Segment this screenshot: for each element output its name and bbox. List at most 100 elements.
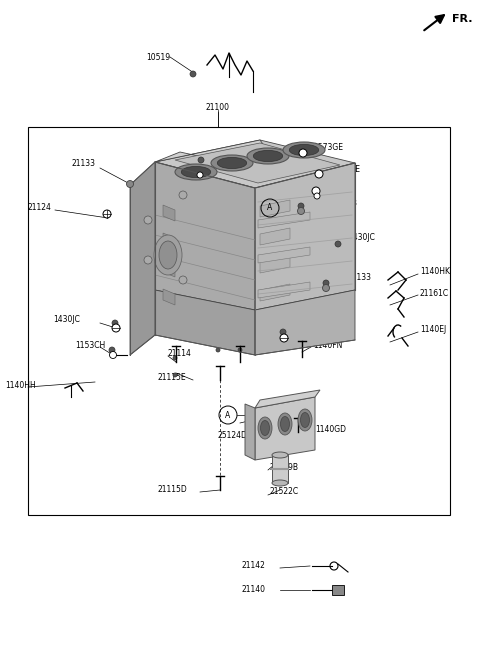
Ellipse shape — [175, 164, 217, 180]
Ellipse shape — [283, 142, 325, 158]
Circle shape — [179, 191, 187, 199]
Circle shape — [216, 348, 220, 352]
Polygon shape — [175, 143, 340, 183]
Polygon shape — [163, 261, 175, 277]
Circle shape — [109, 352, 117, 358]
Text: 21522C: 21522C — [270, 487, 299, 497]
Text: 1140GD: 1140GD — [315, 426, 346, 434]
Text: 1140EJ: 1140EJ — [420, 325, 446, 335]
Text: 25124D: 25124D — [218, 430, 248, 440]
Text: 1573GE: 1573GE — [330, 165, 360, 173]
Ellipse shape — [272, 480, 288, 486]
Circle shape — [335, 241, 341, 247]
Polygon shape — [163, 289, 175, 305]
Circle shape — [173, 356, 177, 360]
Text: 21115D: 21115D — [157, 485, 187, 495]
Polygon shape — [155, 162, 255, 310]
Polygon shape — [260, 228, 290, 245]
Text: 21133: 21133 — [348, 274, 372, 283]
Circle shape — [173, 373, 177, 377]
Circle shape — [298, 203, 304, 209]
Text: 21133: 21133 — [71, 159, 95, 169]
Circle shape — [190, 71, 196, 77]
Circle shape — [198, 157, 204, 163]
Bar — [272, 455, 288, 483]
Polygon shape — [255, 163, 355, 310]
Circle shape — [314, 193, 320, 199]
Polygon shape — [155, 290, 255, 355]
Ellipse shape — [258, 417, 272, 439]
Text: 1430JC: 1430JC — [53, 316, 80, 325]
Circle shape — [238, 348, 242, 352]
Circle shape — [299, 149, 307, 157]
Text: 1573GE: 1573GE — [313, 144, 343, 152]
Circle shape — [323, 285, 329, 291]
Text: 21115E: 21115E — [157, 373, 186, 382]
Circle shape — [112, 324, 120, 332]
Circle shape — [313, 188, 319, 194]
Text: A: A — [226, 411, 230, 419]
Text: 21114: 21114 — [168, 348, 192, 358]
Circle shape — [298, 207, 304, 215]
Circle shape — [315, 170, 323, 178]
Text: 1140HK: 1140HK — [420, 268, 450, 276]
Ellipse shape — [253, 150, 283, 161]
Circle shape — [112, 320, 118, 326]
Polygon shape — [255, 390, 320, 408]
Polygon shape — [260, 284, 290, 301]
Ellipse shape — [154, 235, 182, 275]
Text: 1153CH: 1153CH — [75, 340, 105, 350]
Circle shape — [323, 280, 329, 286]
Text: 21133: 21133 — [334, 199, 358, 209]
Text: 1430JC: 1430JC — [348, 234, 375, 243]
Text: 1140HH: 1140HH — [5, 380, 36, 390]
Circle shape — [144, 256, 152, 264]
Text: 21100: 21100 — [206, 102, 230, 112]
Ellipse shape — [272, 452, 288, 458]
Polygon shape — [260, 200, 290, 217]
Text: 21142: 21142 — [242, 562, 266, 571]
Text: 1430JC: 1430JC — [295, 323, 322, 333]
Circle shape — [103, 210, 111, 218]
Ellipse shape — [289, 144, 319, 155]
Circle shape — [104, 211, 110, 217]
Polygon shape — [130, 162, 155, 355]
Polygon shape — [258, 212, 310, 228]
Text: 21119B: 21119B — [270, 464, 299, 472]
Ellipse shape — [217, 157, 247, 169]
Polygon shape — [155, 140, 285, 175]
Polygon shape — [260, 256, 290, 273]
Circle shape — [312, 187, 320, 195]
Ellipse shape — [261, 420, 269, 436]
Circle shape — [127, 180, 133, 188]
Bar — [28, 127, 450, 515]
Polygon shape — [245, 404, 255, 460]
Text: 1430JF: 1430JF — [222, 155, 248, 163]
Ellipse shape — [300, 413, 310, 428]
Circle shape — [197, 172, 203, 178]
Ellipse shape — [298, 409, 312, 431]
Text: 21124: 21124 — [28, 203, 52, 213]
Circle shape — [280, 334, 288, 342]
Circle shape — [316, 171, 322, 177]
Text: 10519: 10519 — [146, 52, 170, 62]
Circle shape — [144, 216, 152, 224]
Ellipse shape — [211, 155, 253, 171]
Polygon shape — [258, 282, 310, 298]
Text: FR.: FR. — [452, 14, 472, 24]
Text: 1140FN: 1140FN — [313, 340, 342, 350]
Bar — [332, 585, 344, 595]
Polygon shape — [163, 233, 175, 249]
Circle shape — [280, 329, 286, 335]
Ellipse shape — [280, 417, 289, 432]
Ellipse shape — [181, 167, 211, 178]
Text: 21161C: 21161C — [420, 289, 449, 298]
Polygon shape — [258, 247, 310, 263]
Ellipse shape — [159, 241, 177, 269]
Circle shape — [179, 276, 187, 284]
Ellipse shape — [278, 413, 292, 435]
Circle shape — [300, 150, 306, 156]
Text: A: A — [267, 203, 273, 213]
Circle shape — [109, 347, 115, 353]
Text: 1430JF: 1430JF — [330, 182, 356, 192]
